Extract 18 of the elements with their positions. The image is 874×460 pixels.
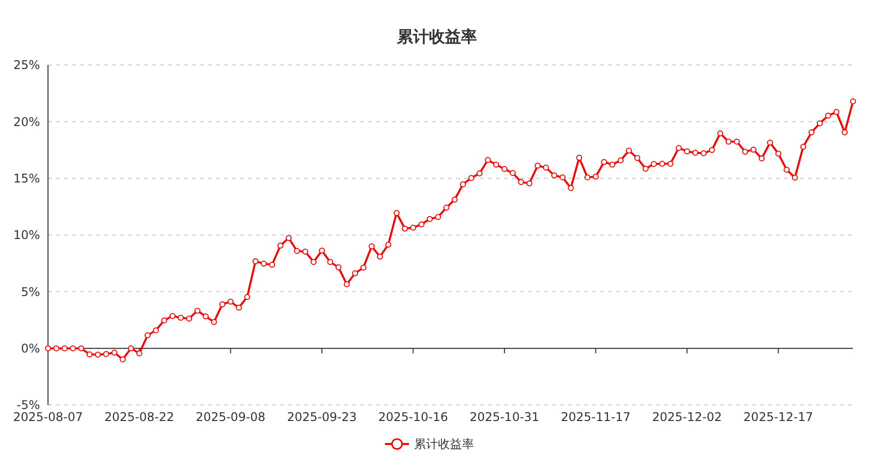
x-tick-label: 2025-09-23 — [286, 410, 357, 424]
y-tick-label: 20% — [13, 114, 40, 129]
x-tick-label: 2025-11-17 — [560, 410, 631, 424]
y-tick-label: 0% — [20, 342, 40, 356]
y-tick-label: -5% — [16, 398, 40, 412]
y-tick-label: 10% — [13, 228, 40, 242]
x-tick-label: 2025-10-16 — [378, 410, 448, 424]
y-tick-label: 25% — [13, 58, 40, 72]
x-tick-label: 2025-10-31 — [470, 410, 540, 424]
chart-title: 累计收益率 — [396, 27, 477, 46]
x-tick-label: 2025-08-22 — [104, 410, 174, 424]
x-tick-label: 2025-12-17 — [743, 410, 814, 424]
x-tick-label: 2025-12-02 — [652, 410, 722, 424]
y-tick-label: 5% — [20, 284, 40, 299]
legend-label: 累计收益率 — [414, 437, 474, 452]
x-tick-label: 2025-09-08 — [196, 410, 266, 424]
y-tick-label: 15% — [13, 172, 40, 186]
x-tick-label: 2025-08-07 — [13, 410, 83, 424]
